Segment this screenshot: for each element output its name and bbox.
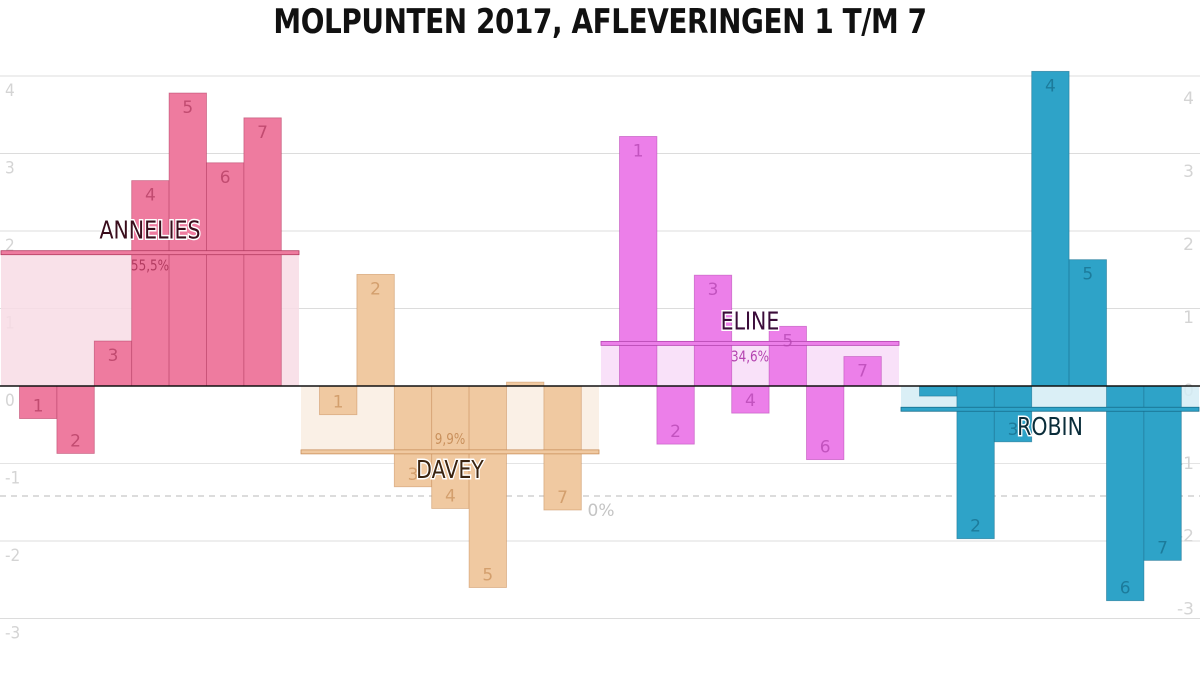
episode-label: 5 [1082, 265, 1093, 285]
episode-label: 5 [482, 566, 493, 586]
bar-robin-ep1 [919, 385, 958, 397]
bar-annelies-ep4 [131, 180, 170, 387]
episode-label: 7 [1157, 538, 1168, 558]
bar-robin-ep7 [1143, 385, 1182, 561]
bar-eline-ep3 [693, 274, 733, 387]
percentage-label: 9,9% [435, 431, 466, 449]
bar-annelies-ep3 [93, 340, 133, 387]
contestant-name: ROBIN [1017, 413, 1083, 441]
right-axis-tick-label: 3 [1183, 162, 1194, 182]
chart-title: MOLPUNTEN 2017, AFLEVERINGEN 1 T/M 7 [273, 2, 927, 42]
episode-label: 5 [782, 331, 793, 351]
bar-davey-ep2 [356, 273, 395, 387]
bar-eline-ep1 [619, 136, 658, 387]
average-line [900, 406, 1200, 412]
bar-annelies-ep5 [168, 92, 207, 387]
episode-label: 1 [333, 393, 344, 413]
average-line-layer [0, 250, 1200, 455]
left-axis-tick-label: -2 [5, 546, 20, 566]
contestant-name: ELINE [721, 308, 780, 336]
right-axis-tick-label: 2 [1183, 235, 1194, 255]
episode-label: 6 [1120, 579, 1131, 599]
bar-eline-ep2 [656, 385, 695, 445]
episode-label: 4 [1045, 76, 1056, 96]
episode-label: 2 [970, 517, 981, 537]
left-axis-tick-label: -3 [5, 624, 20, 644]
bar-annelies-ep2 [56, 385, 95, 454]
bar-davey-ep7 [543, 385, 582, 511]
bar-eline-ep4 [731, 385, 770, 414]
bar-davey-ep1 [319, 385, 358, 416]
left-axis-tick-label: 3 [5, 159, 15, 179]
episode-label: 7 [257, 123, 268, 143]
contestant-name: DAVEY [416, 456, 485, 484]
episode-label: 2 [670, 422, 681, 442]
bar-eline-ep6 [806, 385, 845, 461]
episode-label: 3 [708, 280, 719, 300]
episode-label: 5 [182, 98, 193, 118]
left-axis-tick-label: -1 [5, 469, 20, 489]
bar-robin-ep4 [1031, 70, 1070, 387]
episode-label: 2 [70, 431, 81, 451]
episode-label: 3 [108, 346, 119, 366]
episode-label: 4 [145, 186, 156, 206]
left-axis-tick-label: 2 [5, 236, 15, 256]
label-layer: 0% 1 2 3 4 5 6 7 ANNELIES 55,5% 1 2 3 4 5 7 DAVEY 9,9% 1 2 3… [33, 76, 1168, 598]
percentage-label: 55,5% [131, 257, 169, 275]
episode-label: 4 [445, 486, 456, 506]
bar-eline-ep5 [768, 325, 807, 387]
average-line [600, 340, 900, 346]
episode-label: 6 [220, 168, 231, 188]
bar-annelies-ep1 [19, 385, 58, 419]
bar-davey-ep5 [468, 385, 507, 588]
episode-label: 3 [1008, 420, 1019, 440]
average-line [0, 250, 300, 256]
episode-label: 6 [820, 438, 831, 458]
episode-label: 2 [370, 279, 381, 299]
right-axis-tick-label: 1 [1183, 308, 1194, 328]
bar-layer [19, 70, 1182, 602]
bar-robin-ep6 [1106, 385, 1145, 602]
right-axis-tick-label: -3 [1177, 600, 1194, 620]
right-axis-tick-label: 4 [1183, 89, 1194, 109]
episode-label: 7 [857, 362, 868, 382]
episode-label: 7 [557, 488, 568, 508]
bar-eline-ep7 [843, 356, 882, 387]
episode-label: 1 [633, 141, 644, 161]
episode-label: 3 [408, 465, 419, 485]
episode-label: 4 [745, 391, 756, 411]
average-line [300, 449, 600, 455]
left-axis-tick-label: 4 [5, 81, 15, 101]
bar-davey-ep4 [431, 385, 470, 509]
bar-annelies-ep6 [206, 162, 245, 387]
bar-robin-ep3 [993, 385, 1033, 443]
episode-label: 1 [33, 397, 44, 417]
contestant-name: ANNELIES [99, 217, 200, 245]
threshold-label: 0% [588, 501, 615, 521]
left-axis-tick-label: 0 [5, 391, 15, 411]
bar-davey-ep3 [393, 385, 433, 488]
percentage-label: 34,6% [731, 348, 769, 366]
